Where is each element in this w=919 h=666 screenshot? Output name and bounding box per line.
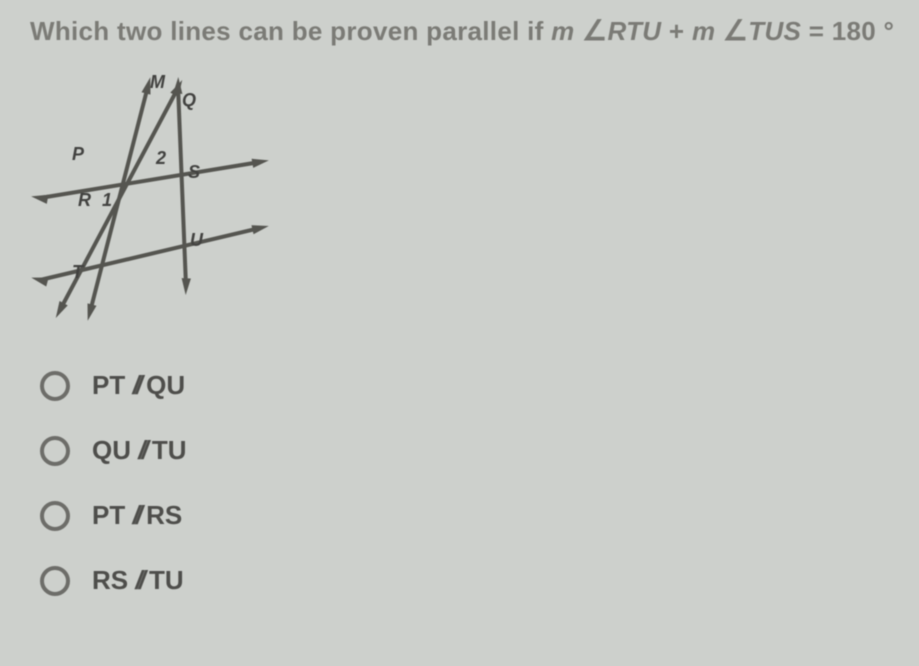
angle2-sym: ∠ <box>723 15 748 46</box>
svg-text:M: M <box>150 72 166 92</box>
line-b: QU <box>139 370 185 400</box>
svg-text:S: S <box>188 162 200 182</box>
geometry-diagram: MQP2SR1UT <box>30 70 290 330</box>
option-2[interactable]: PT // RS <box>40 500 187 531</box>
svg-text:1: 1 <box>102 190 112 210</box>
angle2: TUS <box>748 16 801 46</box>
line-b: TU <box>145 435 187 465</box>
angle1: RTU <box>608 16 662 46</box>
diagram-svg: MQP2SR1UT <box>30 70 290 330</box>
option-label: PT // QU <box>92 370 185 401</box>
line-b: TU <box>142 565 184 595</box>
question-text: Which two lines can be proven parallel i… <box>30 14 894 47</box>
option-label: QU // TU <box>92 435 187 466</box>
question-prefix: Which two lines can be proven parallel i… <box>30 16 551 46</box>
eq: = 180 ° <box>809 16 895 46</box>
svg-text:R: R <box>78 190 91 210</box>
line-a: QU <box>92 435 138 465</box>
svg-text:U: U <box>190 230 204 250</box>
option-0[interactable]: PT // QU <box>40 370 187 401</box>
option-1[interactable]: QU // TU <box>40 435 187 466</box>
line-a: PT <box>92 370 132 400</box>
svg-text:Q: Q <box>182 90 196 110</box>
option-label: PT // RS <box>92 500 182 531</box>
plus: + <box>669 16 692 46</box>
line-a: RS <box>92 565 135 595</box>
line-b: RS <box>139 500 182 530</box>
svg-text:P: P <box>72 144 85 164</box>
radio-icon[interactable] <box>40 371 70 401</box>
angle1-sym: ∠ <box>582 15 607 46</box>
option-3[interactable]: RS // TU <box>40 565 187 596</box>
option-label: RS // TU <box>92 565 184 596</box>
svg-text:2: 2 <box>155 148 166 168</box>
radio-icon[interactable] <box>40 436 70 466</box>
radio-icon[interactable] <box>40 501 70 531</box>
line-a: PT <box>92 500 132 530</box>
m2: m <box>692 16 715 46</box>
radio-icon[interactable] <box>40 566 70 596</box>
m1: m <box>551 16 574 46</box>
options-list: PT // QU QU // TU PT // RS RS // TU <box>40 370 187 630</box>
